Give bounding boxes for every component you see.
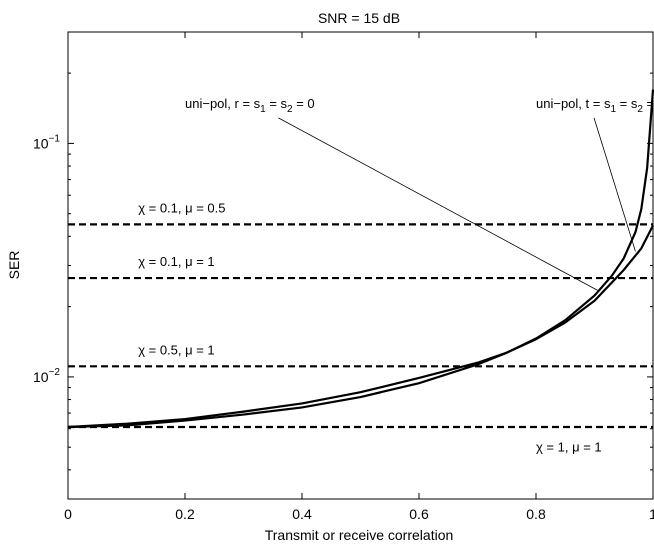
annotation-chi1mu1: χ = 1, μ = 1 [536,439,602,454]
x-tick-label: 0.8 [526,506,546,522]
ser-curve-1 [67,225,654,429]
annotation-layer: uni−pol, r = s1 = s2 = 0 uni−pol, t = s1 … [138,96,654,454]
annotation-unipol_r: uni−pol, r = s1 = s2 = 0 [185,96,315,115]
plot-frame [67,31,654,500]
annotation-pointer-unipol_t [593,117,636,252]
x-axis-label: Transmit or receive correlation [265,527,454,543]
y-axis-label: SER [6,251,22,280]
annotation-pointer-unipol_r [278,117,598,291]
annotation-chi01mu1: χ = 0.1, μ = 1 [138,254,214,269]
y-tick-label: 10−1 [33,133,60,151]
x-tick-label: 0.6 [409,506,429,522]
series-layer [67,89,654,429]
x-tick-label: 0.4 [292,506,312,522]
x-tick-label: 0 [64,506,72,522]
annotation-chi05mu1: χ = 0.5, μ = 1 [138,342,214,357]
y-tick-label: 10−2 [33,367,60,385]
annotation-unipol_t: uni−pol, t = s1 = s2 = 0 [536,96,654,115]
x-tick-label: 1 [649,506,654,522]
annotation-chi01mu05: χ = 0.1, μ = 0.5 [138,201,225,216]
x-tick-label: 0.2 [175,506,195,522]
chart-title: SNR = 15 dB [318,10,400,26]
